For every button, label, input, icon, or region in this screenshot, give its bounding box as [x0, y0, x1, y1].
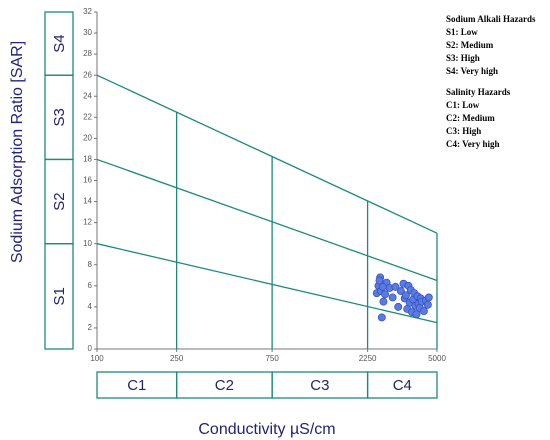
sample-point — [423, 300, 432, 309]
legend-item: C4: Very high — [446, 139, 500, 149]
x-tick-label: 250 — [170, 354, 184, 363]
sample-point — [412, 310, 421, 319]
y-tick-label: 18 — [83, 155, 92, 164]
legend-item: S4: Very high — [446, 66, 498, 76]
salinity-zone-label: C3 — [310, 377, 329, 394]
y-tick-label: 28 — [83, 49, 92, 58]
y-tick-label: 4 — [88, 302, 93, 311]
sample-point — [377, 313, 386, 322]
y-axis-title: Sodium Adsorption Ratio [SAR] — [9, 41, 26, 263]
hazard-boundary — [96, 74, 438, 234]
sodium-zone-label: S2 — [51, 192, 68, 210]
sample-point — [379, 297, 388, 306]
sodium-zone-label: S1 — [51, 287, 68, 305]
sample-point — [375, 276, 384, 285]
y-tick-label: 16 — [83, 176, 92, 185]
y-tick-label: 30 — [83, 28, 92, 37]
salinity-zone-label: C1 — [127, 377, 146, 394]
sodium-zone-label: S3 — [51, 108, 68, 126]
legend-title: Salinity Hazards — [446, 87, 511, 97]
sample-point — [381, 290, 389, 299]
y-tick-label: 22 — [83, 112, 92, 121]
x-tick-label: 2250 — [359, 354, 377, 363]
sample-point — [396, 287, 405, 296]
y-tick-label: 6 — [88, 281, 93, 290]
legend-item: S2: Medium — [446, 40, 494, 50]
y-tick-label: 26 — [83, 70, 92, 79]
y-tick-label: 14 — [83, 197, 92, 206]
y-tick-label: 32 — [83, 7, 92, 16]
x-tick-label: 750 — [265, 354, 279, 363]
x-tick-label: 5000 — [428, 354, 446, 363]
hazard-boundary — [96, 243, 438, 324]
sample-point — [388, 293, 397, 302]
sample-point — [378, 282, 387, 291]
sample-point — [424, 293, 433, 302]
salinity-zone-label: C2 — [215, 377, 234, 394]
sample-point — [394, 302, 403, 311]
y-tick-label: 20 — [83, 133, 92, 142]
legend-item: C2: Medium — [446, 113, 495, 123]
hazard-boundary — [96, 158, 438, 282]
sample-point — [402, 291, 410, 300]
y-tick-label: 8 — [88, 260, 93, 269]
salinity-zone-label: C4 — [393, 377, 412, 394]
legend-title: Sodium Alkali Hazards — [446, 14, 536, 24]
sodium-zone-box — [44, 11, 74, 76]
sample-point — [391, 282, 400, 291]
sample-point — [419, 307, 428, 316]
legend-item: S1: Low — [446, 27, 478, 37]
legend-item: C1: Low — [446, 100, 480, 110]
y-tick-label: 0 — [88, 344, 93, 353]
legend-item: C3: High — [446, 126, 481, 136]
y-tick-label: 2 — [88, 323, 93, 332]
y-tick-label: 12 — [83, 218, 92, 227]
legend-item: S3: High — [446, 53, 480, 63]
x-axis-title: Conductivity µS/cm — [198, 421, 335, 438]
y-tick-label: 10 — [83, 239, 92, 248]
x-tick-label: 100 — [90, 354, 104, 363]
sodium-zone-label: S4 — [51, 34, 68, 52]
y-tick-label: 24 — [83, 91, 92, 100]
salinity-zone-box — [366, 371, 438, 399]
